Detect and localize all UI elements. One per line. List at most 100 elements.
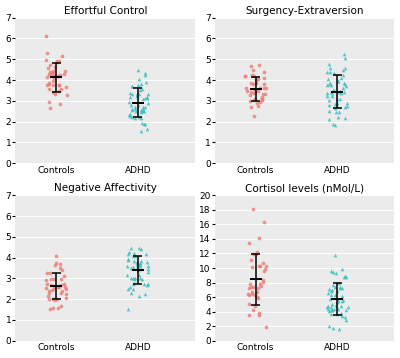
Point <box>139 120 146 126</box>
Point <box>44 281 50 287</box>
Point <box>338 310 344 316</box>
Title: Effortful Control: Effortful Control <box>64 6 147 15</box>
Point <box>330 87 336 93</box>
Point <box>326 323 332 329</box>
Point <box>342 115 348 121</box>
Point <box>254 295 260 300</box>
Point <box>328 268 334 274</box>
Point <box>51 75 58 81</box>
Point <box>250 251 256 257</box>
Point <box>51 285 58 291</box>
Point <box>133 108 139 114</box>
Point <box>332 270 339 276</box>
Point <box>326 108 332 113</box>
Point <box>257 282 264 287</box>
Point <box>243 85 250 91</box>
Point <box>136 272 142 278</box>
Point <box>144 266 151 272</box>
Point <box>124 263 130 269</box>
Point <box>256 312 262 318</box>
Point <box>254 101 260 106</box>
Point <box>44 270 50 276</box>
Point <box>59 54 66 59</box>
Point <box>58 282 64 287</box>
Point <box>338 293 345 299</box>
Point <box>56 101 63 107</box>
Point <box>130 258 137 264</box>
Point <box>62 291 69 297</box>
Point <box>336 280 342 286</box>
Point <box>133 261 140 266</box>
Point <box>337 285 343 290</box>
Point <box>140 97 146 102</box>
Point <box>142 121 148 127</box>
Point <box>250 284 256 290</box>
Point <box>254 249 260 255</box>
Point <box>328 288 334 294</box>
Point <box>326 97 332 103</box>
Point <box>324 69 330 74</box>
Point <box>142 104 148 110</box>
Point <box>336 90 342 95</box>
Point <box>141 121 147 127</box>
Point <box>138 109 145 115</box>
Point <box>344 304 351 310</box>
Point <box>140 108 146 114</box>
Point <box>247 92 253 98</box>
Point <box>334 299 340 305</box>
Point <box>50 305 56 310</box>
Point <box>130 276 137 282</box>
Point <box>330 306 337 311</box>
Point <box>50 82 56 88</box>
Point <box>135 102 142 108</box>
Point <box>134 92 140 98</box>
Point <box>333 109 340 115</box>
Point <box>334 78 341 84</box>
Point <box>340 297 346 303</box>
Point <box>52 260 59 266</box>
Point <box>325 303 332 308</box>
Point <box>127 91 134 96</box>
Point <box>335 114 342 120</box>
Point <box>124 251 131 257</box>
Point <box>135 261 141 267</box>
Point <box>255 295 261 301</box>
Point <box>124 272 131 278</box>
Point <box>330 282 336 288</box>
Point <box>330 269 336 275</box>
Point <box>52 297 58 303</box>
Point <box>258 283 264 289</box>
Point <box>260 260 266 266</box>
Point <box>47 69 54 75</box>
Point <box>338 90 344 96</box>
Point <box>129 106 135 112</box>
Point <box>48 276 54 282</box>
Point <box>131 280 137 286</box>
Point <box>254 76 261 82</box>
Point <box>332 105 338 111</box>
Point <box>341 81 347 86</box>
Point <box>142 72 148 78</box>
Point <box>262 266 269 272</box>
Point <box>142 291 148 297</box>
Point <box>326 286 332 291</box>
Title: Negative Affectivity: Negative Affectivity <box>54 183 157 193</box>
Point <box>341 314 348 319</box>
Point <box>248 104 254 110</box>
Point <box>56 82 62 88</box>
Point <box>134 267 141 273</box>
Point <box>327 66 334 71</box>
Point <box>343 308 349 313</box>
Point <box>141 108 148 113</box>
Point <box>262 85 269 91</box>
Point <box>50 72 56 77</box>
Point <box>56 265 63 271</box>
Point <box>130 253 136 259</box>
Point <box>133 93 140 99</box>
Point <box>329 93 335 98</box>
Point <box>325 306 331 312</box>
Point <box>248 257 254 263</box>
Point <box>130 281 136 286</box>
Point <box>44 65 51 71</box>
Point <box>46 71 52 77</box>
